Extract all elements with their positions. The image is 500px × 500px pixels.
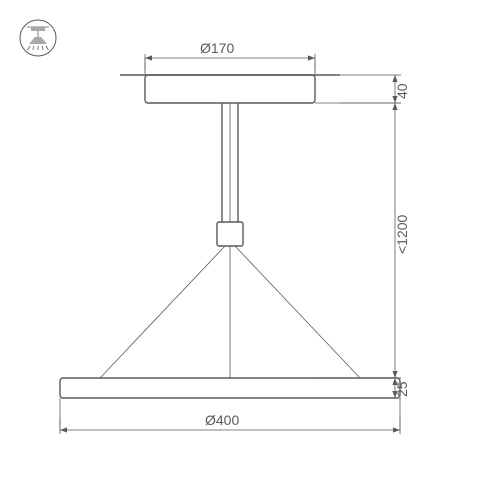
dim-label: Ø170 (200, 40, 234, 56)
suspension-rod (222, 103, 238, 222)
dim-d400: Ø400 (60, 398, 400, 434)
dim-label: Ø400 (205, 412, 239, 428)
dim-label: <1200 (394, 214, 410, 254)
lamp-ring (60, 378, 400, 398)
ceiling-canopy (120, 75, 340, 103)
pendant-lamp-technical-drawing: Ø170 40 <1200 25 Ø400 (0, 0, 500, 500)
dim-h25: 25 (392, 378, 410, 398)
suspension-wires (100, 246, 360, 378)
dim-label: 25 (394, 381, 410, 397)
connector-block (217, 222, 243, 246)
dim-label: 40 (394, 83, 410, 99)
dim-h1200: <1200 (315, 103, 410, 378)
ceiling-mount-icon (20, 20, 56, 56)
dim-h40: 40 (340, 75, 410, 103)
dim-d170: Ø170 (145, 40, 315, 75)
